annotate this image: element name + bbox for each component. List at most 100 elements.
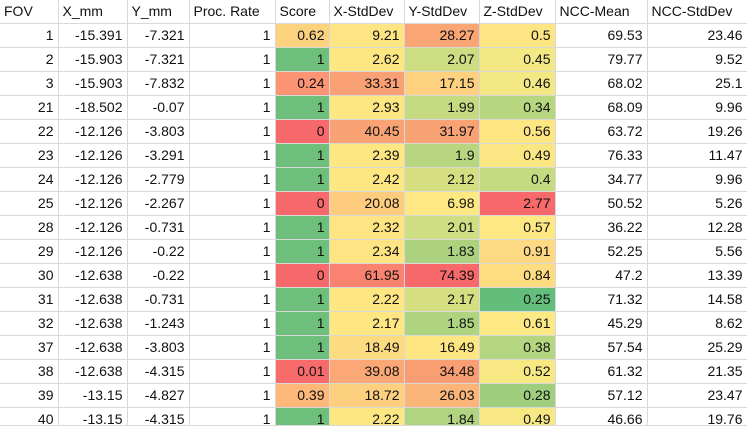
table-cell[interactable]: 2.12: [404, 167, 480, 192]
table-cell[interactable]: 2.93: [329, 95, 405, 120]
table-cell[interactable]: -12.638: [58, 359, 128, 384]
table-cell[interactable]: 1.99: [404, 95, 480, 120]
table-cell[interactable]: -12.638: [58, 287, 128, 312]
table-cell[interactable]: 25.29: [647, 335, 747, 360]
table-cell[interactable]: 5.26: [647, 191, 747, 216]
table-cell[interactable]: 0.62: [275, 23, 330, 48]
table-cell[interactable]: 0.45: [479, 47, 556, 72]
table-cell[interactable]: 1: [189, 383, 276, 408]
table-cell[interactable]: 9.52: [647, 47, 747, 72]
table-cell[interactable]: 0.39: [275, 383, 330, 408]
table-cell[interactable]: 2.32: [329, 215, 405, 240]
table-cell[interactable]: -12.126: [58, 239, 128, 264]
table-cell[interactable]: 9.21: [329, 23, 405, 48]
table-cell[interactable]: -12.126: [58, 215, 128, 240]
table-cell[interactable]: 2.77: [479, 191, 556, 216]
table-cell[interactable]: 71.32: [555, 287, 648, 312]
table-cell[interactable]: 0.52: [479, 359, 556, 384]
table-cell[interactable]: -12.126: [58, 167, 128, 192]
table-cell[interactable]: 19.26: [647, 119, 747, 144]
table-cell[interactable]: 30: [0, 263, 59, 288]
table-cell[interactable]: 0.34: [479, 95, 556, 120]
table-cell[interactable]: 1: [189, 191, 276, 216]
table-cell[interactable]: -7.321: [127, 47, 190, 72]
table-cell[interactable]: 52.25: [555, 239, 648, 264]
table-cell[interactable]: 50.52: [555, 191, 648, 216]
table-cell[interactable]: 0.24: [275, 71, 330, 96]
table-cell[interactable]: 25: [0, 191, 59, 216]
table-cell[interactable]: 0: [275, 263, 330, 288]
header-cell-fov[interactable]: FOV: [0, 0, 59, 24]
table-cell[interactable]: 6.98: [404, 191, 480, 216]
table-cell[interactable]: 33.31: [329, 71, 405, 96]
header-cell-x-mm[interactable]: X_mm: [58, 0, 128, 24]
table-cell[interactable]: 9.96: [647, 167, 747, 192]
table-cell[interactable]: -2.267: [127, 191, 190, 216]
table-cell[interactable]: 1.83: [404, 239, 480, 264]
table-cell[interactable]: 0.61: [479, 311, 556, 336]
table-cell[interactable]: 9.96: [647, 95, 747, 120]
table-cell[interactable]: 0.57: [479, 215, 556, 240]
table-cell[interactable]: -4.827: [127, 383, 190, 408]
table-cell[interactable]: 61.95: [329, 263, 405, 288]
table-cell[interactable]: 61.32: [555, 359, 648, 384]
table-cell[interactable]: 31.97: [404, 119, 480, 144]
table-cell[interactable]: 0.84: [479, 263, 556, 288]
table-cell[interactable]: -3.291: [127, 143, 190, 168]
table-cell[interactable]: 2.17: [329, 311, 405, 336]
header-cell-y-mm[interactable]: Y_mm: [127, 0, 190, 24]
table-cell[interactable]: 36.22: [555, 215, 648, 240]
header-cell-ncc-stddev[interactable]: NCC-StdDev: [647, 0, 747, 24]
table-cell[interactable]: 1.9: [404, 143, 480, 168]
table-cell[interactable]: 45.29: [555, 311, 648, 336]
table-cell[interactable]: -0.731: [127, 215, 190, 240]
table-cell[interactable]: 0.5: [479, 23, 556, 48]
table-cell[interactable]: -0.22: [127, 263, 190, 288]
table-cell[interactable]: 11.47: [647, 143, 747, 168]
table-cell[interactable]: 1: [189, 359, 276, 384]
table-cell[interactable]: 1: [189, 311, 276, 336]
table-cell[interactable]: 5.56: [647, 239, 747, 264]
table-cell[interactable]: -12.126: [58, 191, 128, 216]
table-cell[interactable]: 0.91: [479, 239, 556, 264]
table-cell[interactable]: -4.315: [127, 359, 190, 384]
table-cell[interactable]: 39: [0, 383, 59, 408]
table-cell[interactable]: -1.243: [127, 311, 190, 336]
table-cell[interactable]: 38: [0, 359, 59, 384]
table-cell[interactable]: 1: [189, 71, 276, 96]
table-cell[interactable]: 0.38: [479, 335, 556, 360]
table-cell[interactable]: 74.39: [404, 263, 480, 288]
table-cell[interactable]: 68.02: [555, 71, 648, 96]
table-cell[interactable]: 37: [0, 335, 59, 360]
table-cell[interactable]: 29: [0, 239, 59, 264]
table-cell[interactable]: -3.803: [127, 119, 190, 144]
table-cell[interactable]: 21: [0, 95, 59, 120]
table-cell[interactable]: -2.779: [127, 167, 190, 192]
table-cell[interactable]: -12.126: [58, 119, 128, 144]
table-cell[interactable]: 1: [275, 239, 330, 264]
table-cell[interactable]: 1: [275, 143, 330, 168]
header-cell-score[interactable]: Score: [275, 0, 330, 24]
table-cell[interactable]: 23: [0, 143, 59, 168]
table-cell[interactable]: -15.903: [58, 71, 128, 96]
table-cell[interactable]: 0.28: [479, 383, 556, 408]
table-cell[interactable]: 1: [275, 167, 330, 192]
table-cell[interactable]: 28: [0, 215, 59, 240]
table-cell[interactable]: -3.803: [127, 335, 190, 360]
table-cell[interactable]: 16.49: [404, 335, 480, 360]
table-cell[interactable]: -12.638: [58, 335, 128, 360]
table-cell[interactable]: 21.35: [647, 359, 747, 384]
table-cell[interactable]: 1: [189, 239, 276, 264]
table-cell[interactable]: 1: [189, 23, 276, 48]
table-cell[interactable]: 23.47: [647, 383, 747, 408]
header-cell-x-stddev[interactable]: X-StdDev: [329, 0, 405, 24]
table-cell[interactable]: 2.22: [329, 287, 405, 312]
table-cell[interactable]: -12.126: [58, 143, 128, 168]
table-cell[interactable]: -18.502: [58, 95, 128, 120]
table-cell[interactable]: -7.321: [127, 23, 190, 48]
table-cell[interactable]: 0.56: [479, 119, 556, 144]
table-cell[interactable]: 76.33: [555, 143, 648, 168]
table-cell[interactable]: 31: [0, 287, 59, 312]
table-cell[interactable]: 1: [189, 119, 276, 144]
table-cell[interactable]: 34.48: [404, 359, 480, 384]
